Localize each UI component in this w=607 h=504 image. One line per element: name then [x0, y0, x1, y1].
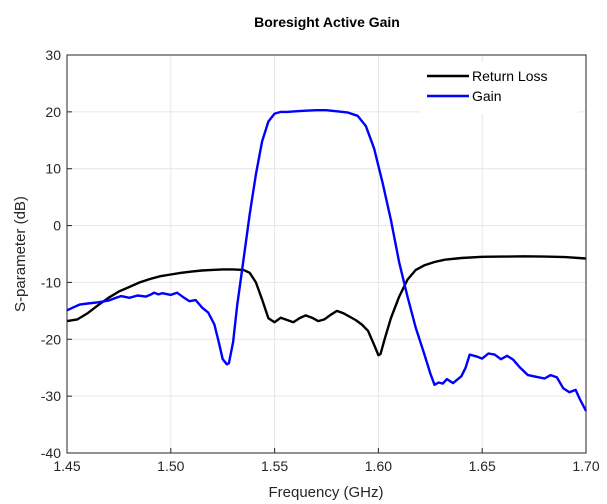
series-line-gain [66, 108, 588, 412]
x-tick-label: 1.60 [365, 458, 392, 474]
x-tick-label: 1.65 [469, 458, 496, 474]
y-tick-label: -40 [41, 445, 61, 461]
y-axis-label: S-parameter (dB) [12, 196, 29, 312]
plot-frame [66, 54, 587, 454]
y-tick-label: -20 [41, 331, 61, 347]
y-tick-label: 0 [53, 218, 61, 234]
x-tick-label: 1.50 [157, 458, 184, 474]
legend: Return Loss Gain [421, 62, 578, 114]
series-line-return-loss [66, 255, 587, 357]
y-tick-label: 10 [45, 161, 61, 177]
legend-label-gain: Gain [472, 88, 502, 104]
axis-ticks: 1.45 1.50 1.55 1.60 1.65 1.70 30 20 10 0 -10 -20 -30… [41, 47, 600, 474]
x-tick-label: 1.45 [53, 458, 80, 474]
chart-title: Boresight Active Gain [254, 14, 400, 30]
y-tick-label: -10 [41, 274, 61, 290]
y-tick-label: 30 [45, 47, 61, 63]
x-tick-label: 1.70 [572, 458, 599, 474]
y-tick-label: -30 [41, 388, 61, 404]
y-tick-label: 20 [45, 104, 61, 120]
plot-series [66, 108, 588, 412]
legend-label-return-loss: Return Loss [472, 68, 547, 84]
x-tick-label: 1.55 [261, 458, 288, 474]
x-axis-label: Frequency (GHz) [268, 484, 383, 501]
legend-box [421, 62, 578, 114]
grid [66, 54, 587, 454]
